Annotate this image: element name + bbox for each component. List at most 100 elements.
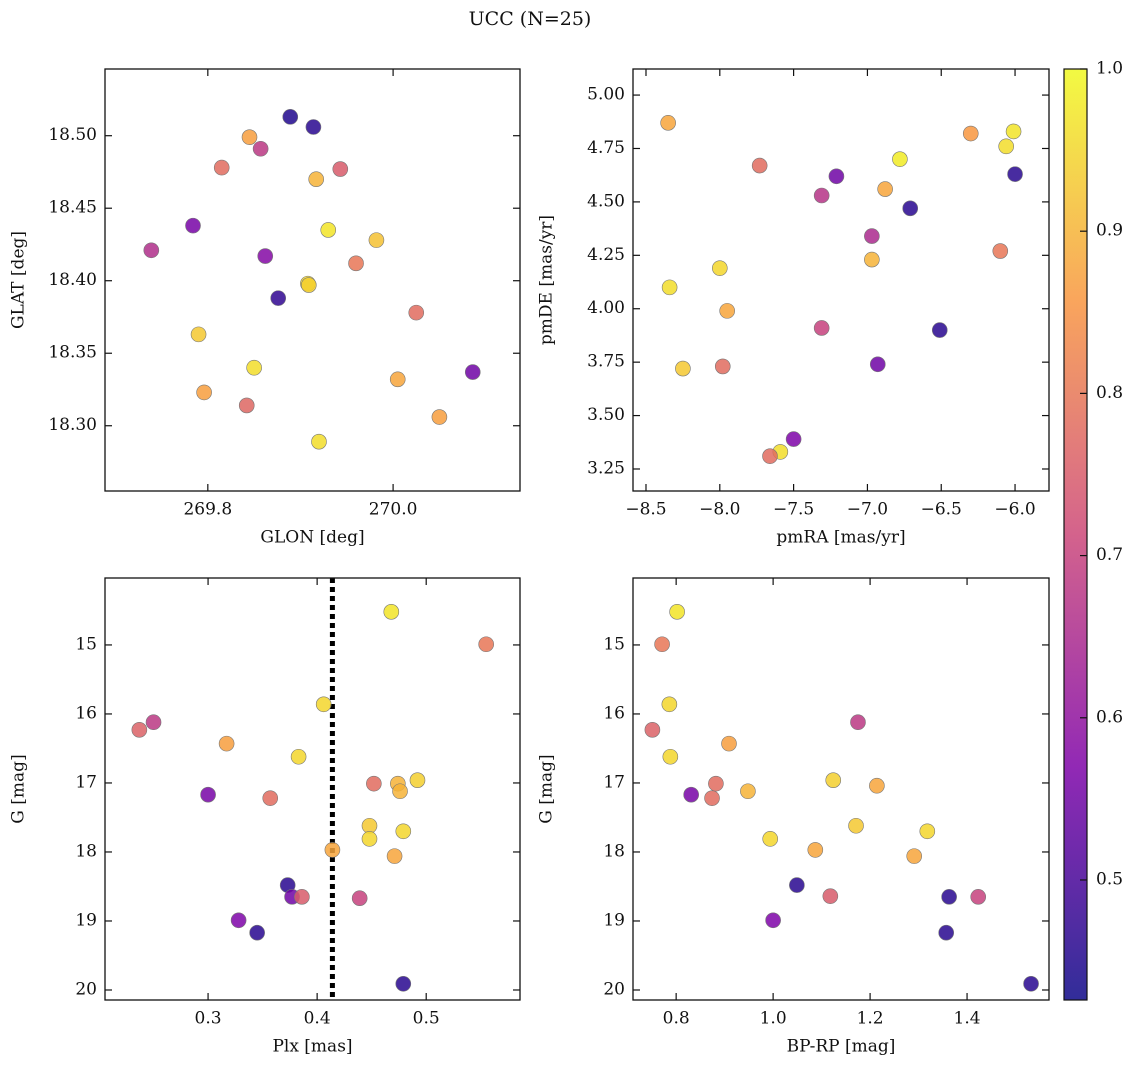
point xyxy=(714,358,731,375)
point xyxy=(683,786,699,803)
colorbar-tick-label: 0.6 xyxy=(1096,707,1123,727)
point xyxy=(708,775,724,792)
point xyxy=(654,636,670,653)
y-tick-label: 18.40 xyxy=(48,270,97,290)
point xyxy=(386,848,403,864)
point xyxy=(1007,166,1023,182)
point xyxy=(869,356,886,373)
y-tick-label: 18 xyxy=(75,841,97,861)
point xyxy=(311,433,327,450)
y-tick-label: 20 xyxy=(603,979,625,999)
point xyxy=(368,232,385,248)
point xyxy=(290,748,307,765)
point xyxy=(877,181,893,197)
point xyxy=(962,125,979,142)
point xyxy=(395,823,412,840)
point xyxy=(143,242,160,259)
y-tick-label: 3.50 xyxy=(587,405,625,425)
point xyxy=(675,360,691,377)
point xyxy=(828,168,845,185)
y-tick-label: 20 xyxy=(75,979,97,999)
x-axis-label: GLON [deg] xyxy=(260,528,364,548)
point xyxy=(992,243,1009,259)
point xyxy=(941,889,957,905)
point xyxy=(938,924,955,941)
y-axis-label: G [mag] xyxy=(537,754,557,823)
point xyxy=(807,842,824,858)
point xyxy=(238,397,255,414)
axes-frame xyxy=(104,577,521,1001)
y-tick-label: 4.00 xyxy=(587,298,625,318)
y-axis-label: GLAT [deg] xyxy=(9,231,29,329)
point xyxy=(270,290,287,306)
point xyxy=(249,924,265,941)
point xyxy=(408,304,425,321)
x-tick-label: −7.0 xyxy=(847,500,888,520)
point xyxy=(431,409,448,425)
point xyxy=(145,714,162,731)
point xyxy=(131,722,148,738)
point xyxy=(332,161,349,177)
axes-frame xyxy=(104,68,521,492)
y-tick-label: 18.50 xyxy=(48,125,97,145)
x-tick-label: −6.5 xyxy=(921,500,962,520)
colorbar-tick-label: 0.9 xyxy=(1096,221,1123,241)
y-tick-label: 4.75 xyxy=(587,138,625,158)
x-tick-label: 0.3 xyxy=(195,1009,222,1029)
point xyxy=(218,735,235,752)
point xyxy=(409,772,426,789)
point xyxy=(662,748,679,765)
point xyxy=(721,735,737,752)
point xyxy=(762,448,778,464)
y-axis-label: pmDE [mas/yr] xyxy=(537,215,557,345)
x-tick-label: 0.5 xyxy=(413,1009,440,1029)
y-tick-label: 16 xyxy=(75,703,97,723)
colorbar-tick-label: 0.5 xyxy=(1096,869,1123,889)
point xyxy=(395,975,412,992)
y-tick-label: 19 xyxy=(75,910,97,930)
x-tick-label: −7.5 xyxy=(773,500,814,520)
point xyxy=(241,129,258,145)
point xyxy=(200,786,216,803)
x-tick-label: −8.5 xyxy=(625,500,666,520)
point xyxy=(282,109,299,125)
point xyxy=(970,889,987,905)
point xyxy=(324,842,341,858)
x-tick-label: 1.4 xyxy=(954,1009,981,1029)
x-tick-label: 269.8 xyxy=(183,500,232,520)
y-tick-label: 4.50 xyxy=(587,191,625,211)
point xyxy=(190,326,207,343)
y-tick-label: 16 xyxy=(603,703,625,723)
axes-frame xyxy=(632,577,1050,1001)
y-tick-label: 3.75 xyxy=(587,352,625,372)
point xyxy=(351,890,368,907)
point xyxy=(892,151,908,167)
point xyxy=(383,604,400,620)
point xyxy=(762,831,779,847)
x-tick-label: −6.0 xyxy=(994,500,1035,520)
colorbar-tick-label: 0.7 xyxy=(1096,545,1123,565)
point xyxy=(822,888,839,904)
point xyxy=(252,140,269,157)
x-axis-label: BP-RP [mag] xyxy=(787,1037,896,1057)
point xyxy=(361,817,378,834)
point xyxy=(185,217,201,234)
y-tick-label: 18.30 xyxy=(48,415,97,435)
y-tick-label: 18.35 xyxy=(48,343,97,363)
y-tick-label: 3.25 xyxy=(587,458,625,478)
point xyxy=(740,783,756,800)
point xyxy=(308,171,325,188)
point xyxy=(294,889,310,905)
point xyxy=(315,696,332,713)
point xyxy=(262,790,279,806)
point xyxy=(305,119,322,135)
x-tick-label: 1.2 xyxy=(857,1009,884,1029)
point xyxy=(902,200,919,217)
colorbar xyxy=(1063,68,1088,1001)
point xyxy=(392,783,408,800)
point xyxy=(213,159,230,176)
point xyxy=(320,222,337,238)
point xyxy=(719,303,735,319)
